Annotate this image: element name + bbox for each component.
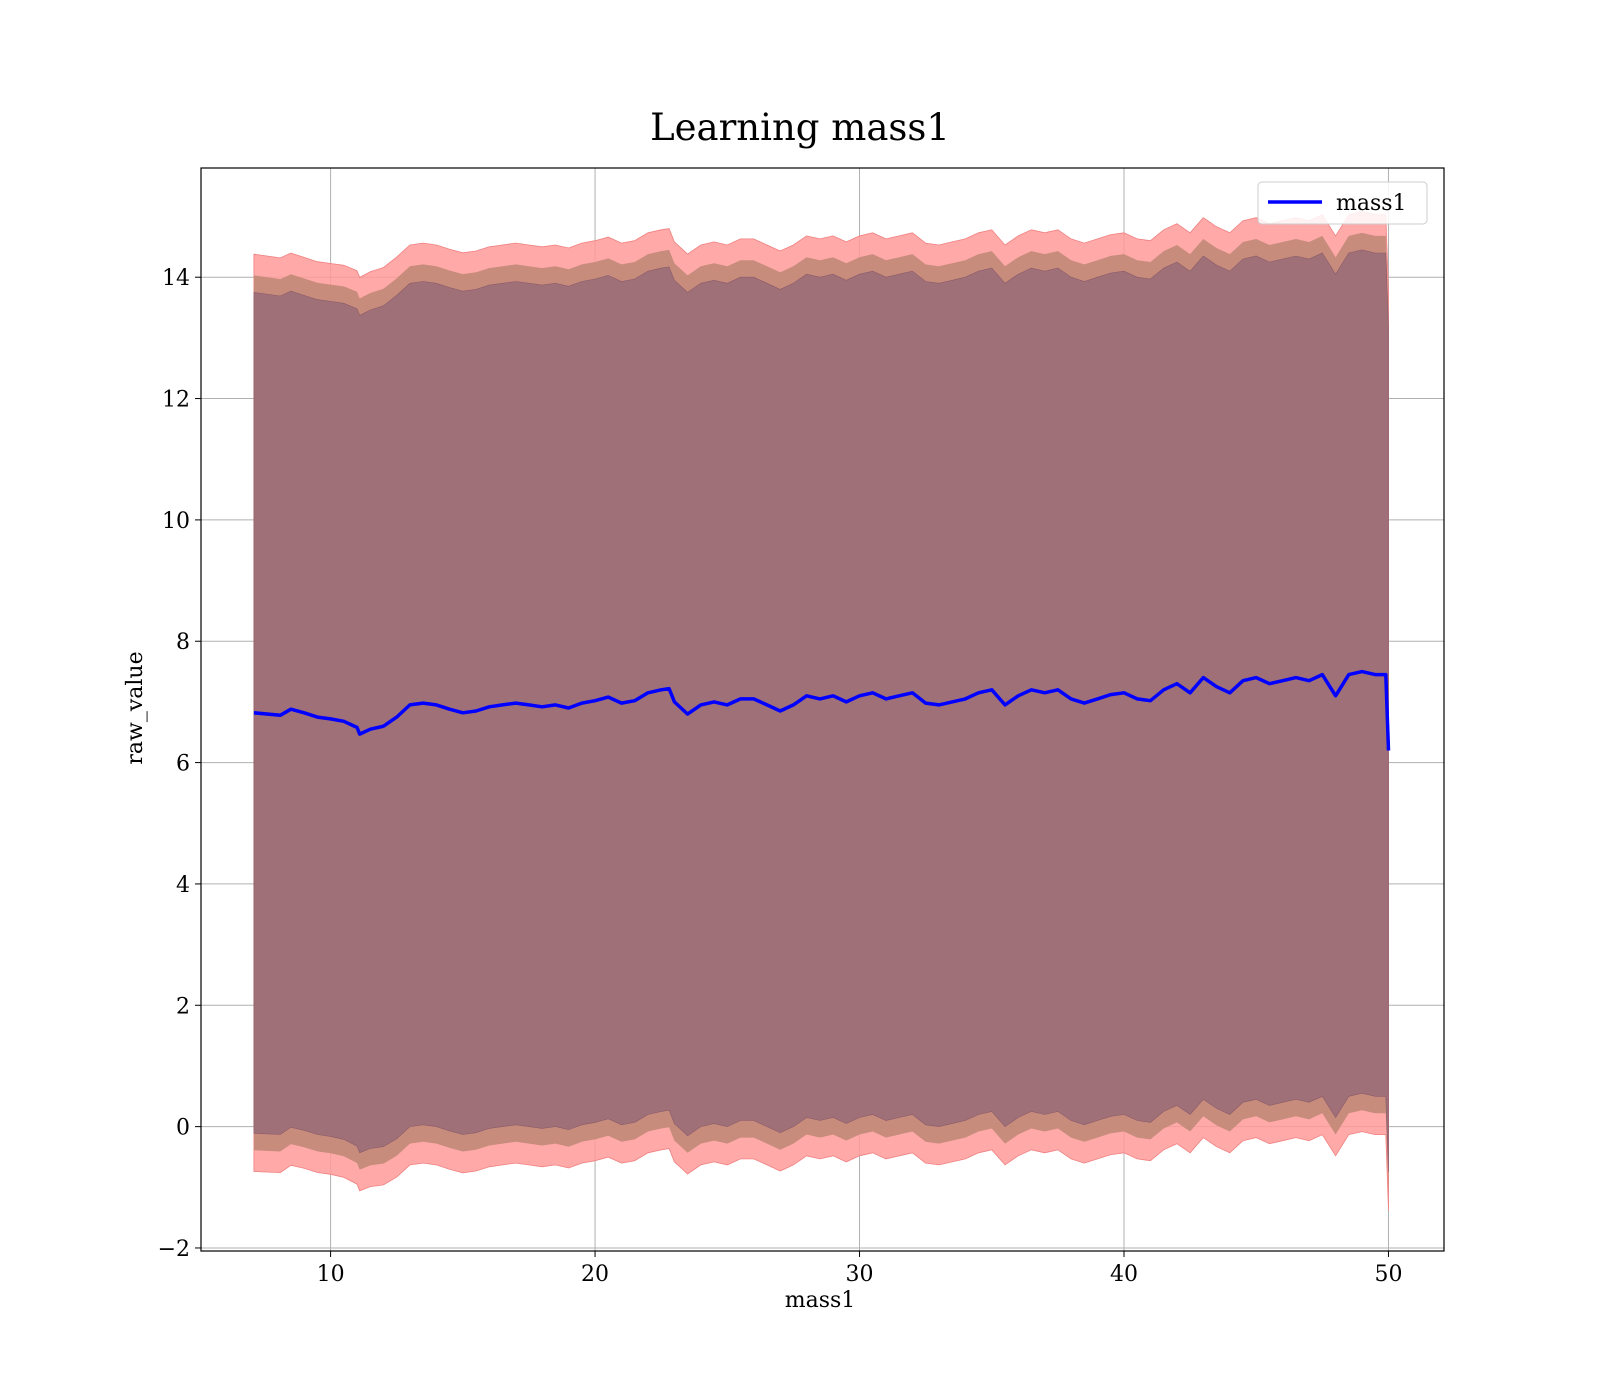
- legend-box: [1257, 181, 1428, 225]
- legend-label-mass1: mass1: [1336, 191, 1407, 216]
- y-tick-label: 10: [162, 509, 190, 534]
- y-tick-label: 12: [162, 388, 190, 413]
- x-tick-label: 40: [1110, 1262, 1138, 1287]
- series-lines: [253, 669, 1391, 751]
- x-tick-label: 10: [317, 1262, 345, 1287]
- y-tick-label: 4: [176, 873, 190, 898]
- y-axis-ticks: −2 0 2 4 6 8 10 12 14: [158, 266, 201, 1262]
- x-tick-label: 50: [1374, 1262, 1402, 1287]
- series-line-mass1: [253, 669, 1391, 751]
- x-axis-ticks: 10 20 30 40 50: [317, 1251, 1402, 1287]
- y-tick-label: 2: [176, 994, 190, 1019]
- y-tick-label: 6: [176, 752, 190, 777]
- band-inner: [253, 249, 1389, 1173]
- y-tick-label: 8: [176, 630, 190, 655]
- axes-frame: [200, 167, 1445, 1252]
- y-tick-label: −2: [158, 1237, 190, 1262]
- x-axis-label: mass1: [785, 1288, 856, 1313]
- y-tick-label: 14: [162, 266, 190, 291]
- legend: mass1: [1257, 181, 1428, 225]
- chart-title: Learning mass1: [650, 106, 950, 149]
- y-tick-label: 0: [176, 1116, 190, 1141]
- plot-area: [200, 167, 1445, 1252]
- confidence-bands: [253, 211, 1389, 1211]
- x-tick-label: 30: [846, 1262, 874, 1287]
- y-axis-label: raw_value: [123, 651, 148, 764]
- x-tick-label: 20: [581, 1262, 609, 1287]
